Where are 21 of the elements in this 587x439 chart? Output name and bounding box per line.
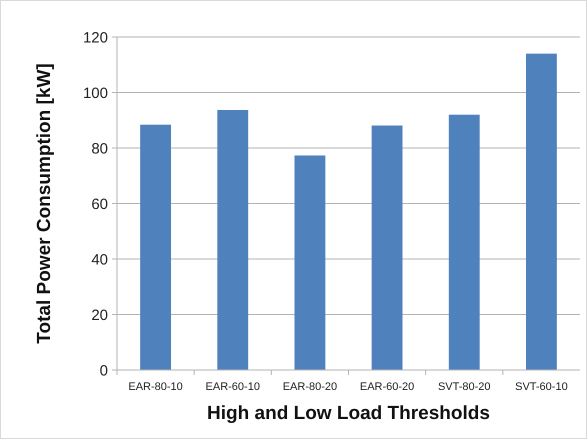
bar [294, 155, 326, 370]
x-tick-label: EAR-80-10 [128, 381, 183, 393]
y-tick-label: 40 [91, 251, 108, 268]
x-tick-label: EAR-60-10 [206, 381, 260, 393]
bar [372, 126, 403, 370]
bar [526, 54, 557, 370]
y-axis-title: Total Power Consumption [kW] [34, 63, 55, 344]
x-tick-label: SVT-80-20 [438, 381, 491, 393]
bar [217, 110, 248, 370]
y-tick-label: 120 [82, 29, 108, 46]
y-tick-label: 100 [82, 84, 108, 102]
x-tick-label: SVT-60-10 [515, 381, 568, 393]
y-tick-label: 60 [91, 196, 108, 213]
y-tick-label: 80 [91, 140, 108, 158]
bar [448, 114, 480, 370]
bar [140, 124, 172, 370]
x-tick-label: EAR-60-20 [360, 381, 414, 393]
y-tick-label: 0 [100, 362, 108, 380]
x-tick-label: EAR-80-20 [282, 381, 338, 393]
y-tick-label: 20 [91, 306, 108, 324]
x-axis-title: High and Low Load Thresholds [207, 403, 490, 424]
